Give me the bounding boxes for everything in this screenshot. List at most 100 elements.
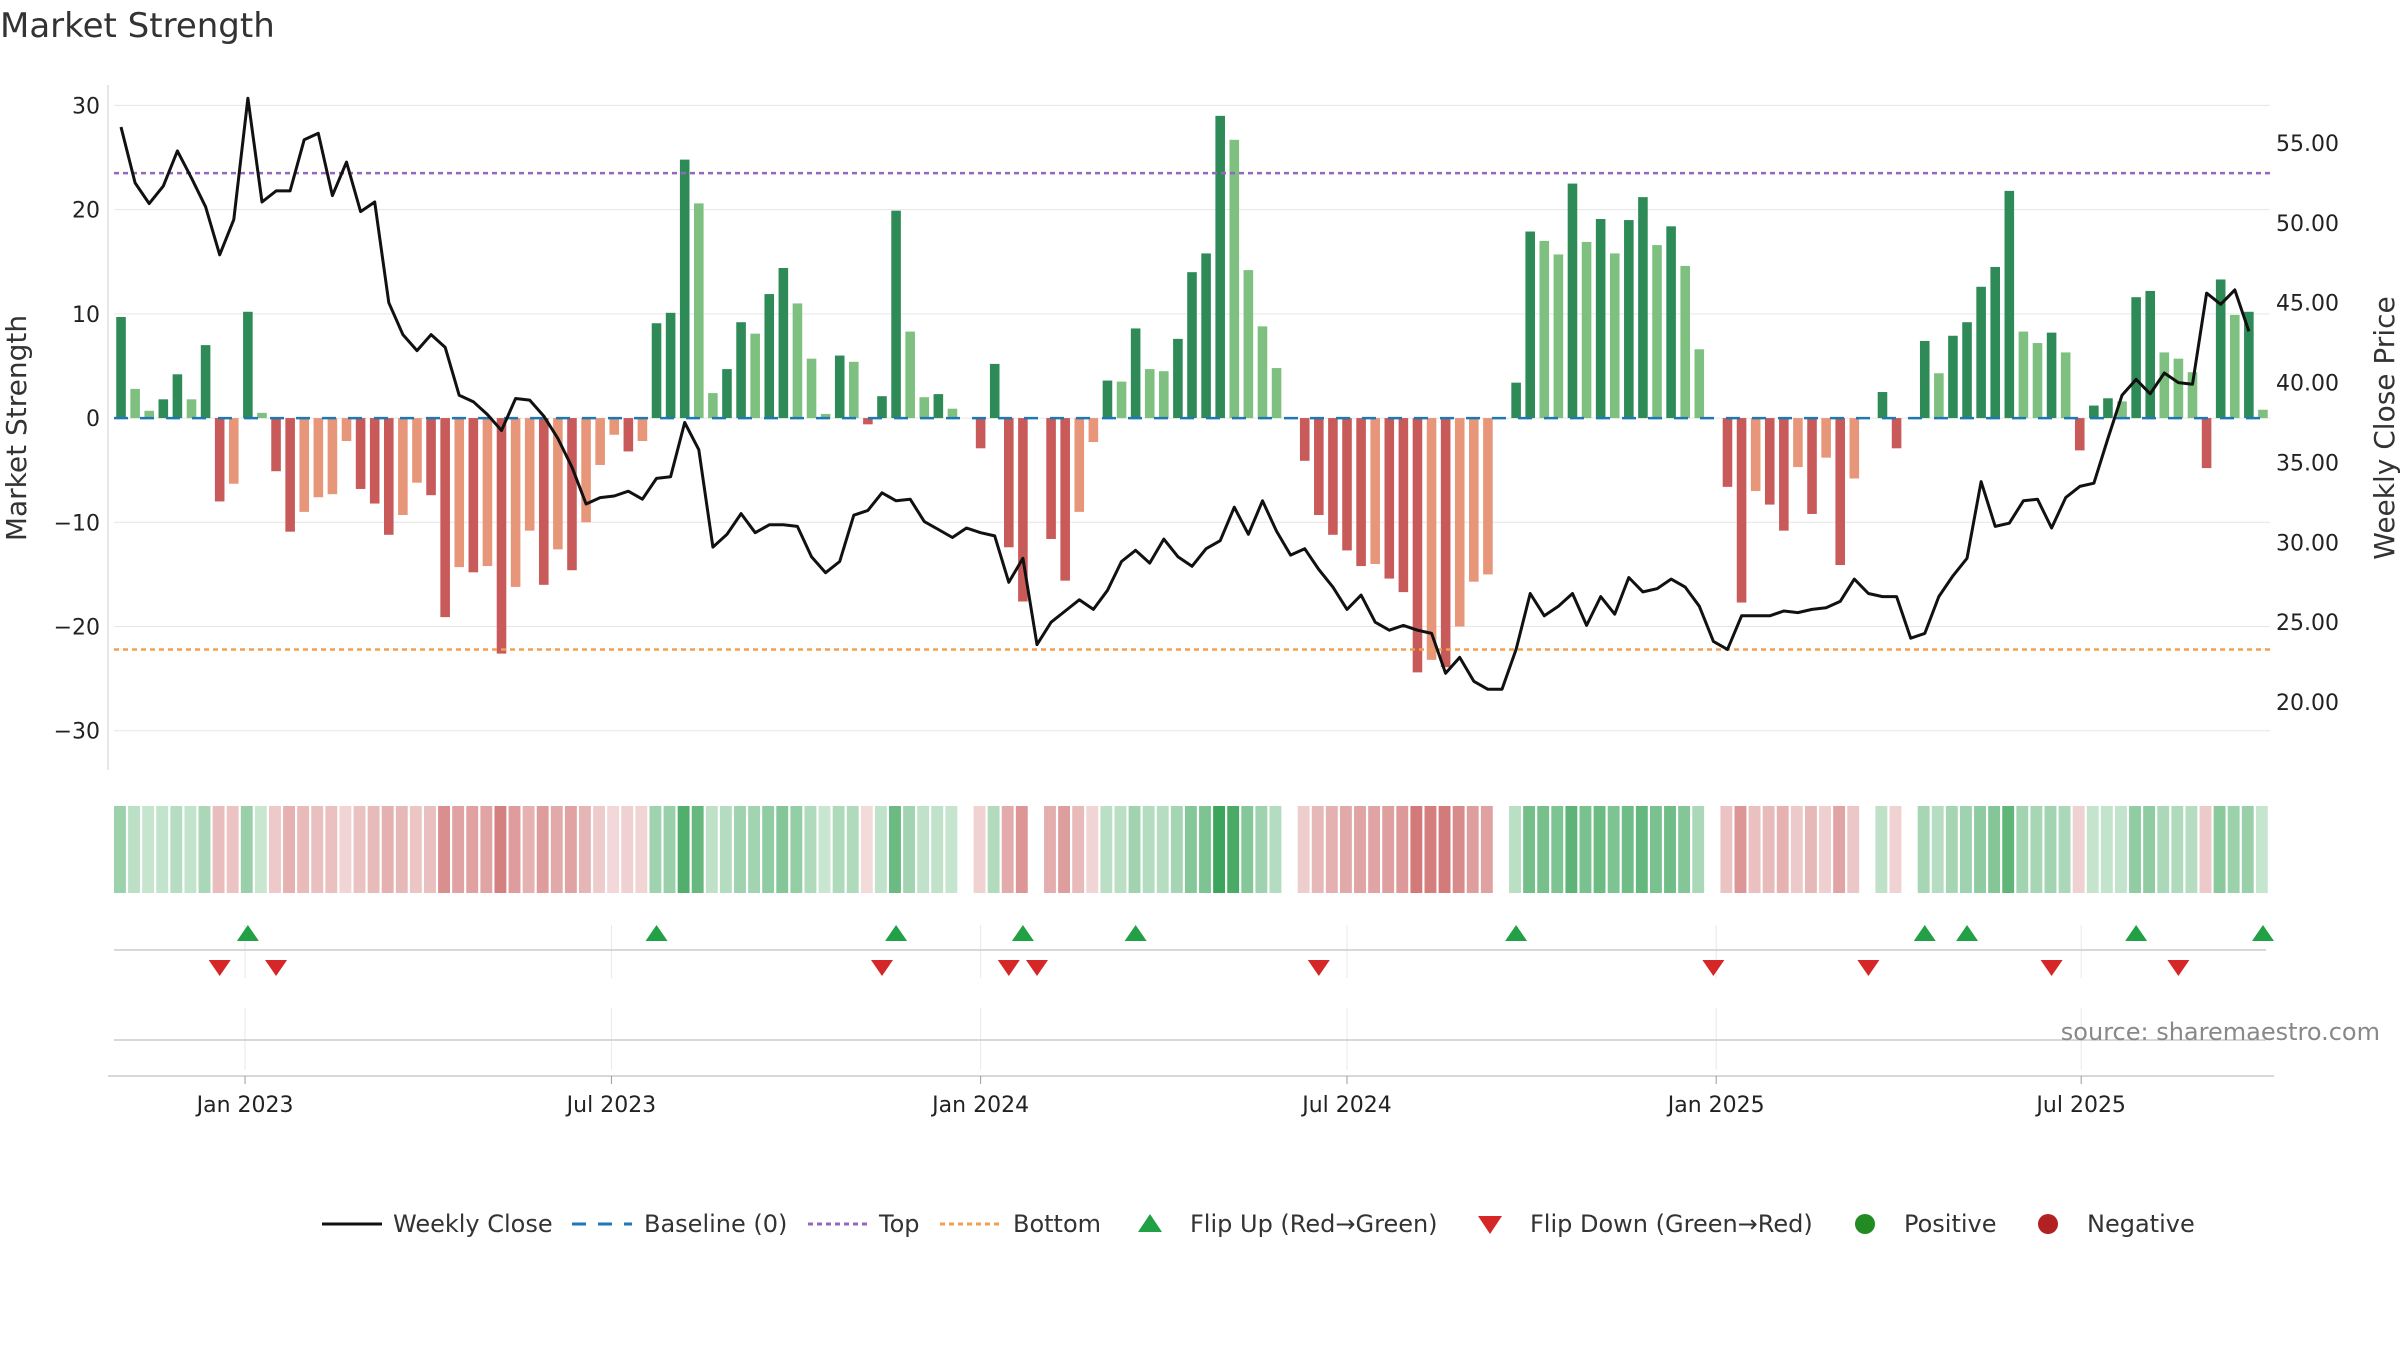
flip-up-marker bbox=[1505, 925, 1528, 941]
strength-bar bbox=[2103, 398, 2113, 419]
strength-bar bbox=[820, 413, 831, 419]
axes: 30 20 10 0 −10 −20 −30 55.00 50.00 45.00 40.00 35.0… bbox=[54, 85, 2339, 770]
strength-bar bbox=[1469, 418, 1479, 582]
heat-cell bbox=[1903, 806, 1916, 893]
strength-bar bbox=[989, 363, 1000, 419]
strength-bar bbox=[1722, 418, 1733, 487]
strength-bar bbox=[1229, 139, 1240, 419]
heat-cell bbox=[1269, 806, 1282, 893]
strength-bar bbox=[1539, 240, 1550, 419]
strength-bar bbox=[257, 412, 267, 419]
heat-cell bbox=[2143, 806, 2156, 893]
flip-down-marker bbox=[1702, 960, 1725, 976]
strength-bar bbox=[2018, 331, 2029, 419]
strength-bar bbox=[553, 418, 563, 550]
heat-cell bbox=[226, 806, 239, 893]
strength-bar bbox=[454, 418, 465, 568]
heat-cell bbox=[1213, 806, 1226, 893]
heat-cell bbox=[1438, 806, 1451, 893]
strength-bar bbox=[1891, 418, 1902, 449]
y2-tick-label: 40.00 bbox=[2276, 372, 2339, 397]
y-tick-label: −30 bbox=[54, 720, 100, 745]
heat-cell bbox=[1819, 806, 1831, 893]
strength-bar bbox=[2046, 332, 2057, 419]
heat-cell bbox=[311, 806, 324, 893]
legend-label: Bottom bbox=[1013, 1210, 1101, 1238]
heat-cell bbox=[1537, 806, 1550, 893]
strength-bar bbox=[285, 418, 295, 532]
heat-cell bbox=[1565, 806, 1578, 893]
flip-up-marker bbox=[2251, 925, 2274, 941]
heat-cell bbox=[184, 806, 197, 893]
heat-cell bbox=[2213, 806, 2226, 893]
y2-tick-label: 55.00 bbox=[2276, 132, 2339, 157]
flip-down-marker bbox=[1025, 960, 1048, 976]
heat-cell bbox=[1354, 806, 1366, 893]
strength-bar bbox=[1835, 418, 1846, 566]
x-tick-label: Jan 2023 bbox=[195, 1093, 294, 1118]
strength-bar bbox=[1173, 338, 1183, 419]
y-tick-label: 10 bbox=[72, 303, 100, 328]
strength-bar bbox=[1257, 326, 1268, 419]
strength-bar bbox=[736, 322, 746, 419]
heat-cell bbox=[1551, 806, 1564, 893]
heat-cell bbox=[649, 806, 662, 893]
heat-cell bbox=[1368, 806, 1381, 893]
strength-bar bbox=[1046, 418, 1056, 539]
heat-cell bbox=[128, 806, 140, 893]
strength-bar bbox=[722, 369, 732, 419]
strength-bar bbox=[144, 410, 155, 419]
heat-cell bbox=[1847, 806, 1860, 893]
flip-up-marker bbox=[236, 925, 259, 941]
legend-swatch-flip-down bbox=[1478, 1216, 1502, 1234]
heat-cell bbox=[2002, 806, 2015, 893]
strength-bar bbox=[778, 268, 789, 419]
strength-bar bbox=[172, 374, 183, 419]
heat-cell bbox=[579, 806, 591, 893]
flip-up-marker bbox=[2125, 925, 2148, 941]
legend-label: Flip Up (Red→Green) bbox=[1190, 1210, 1438, 1238]
flip-down-marker bbox=[2040, 960, 2063, 976]
legend-label: Positive bbox=[1904, 1210, 1997, 1238]
heat-cell bbox=[438, 806, 450, 893]
x-tick-label: Jan 2025 bbox=[1666, 1093, 1765, 1118]
strength-bar bbox=[2215, 279, 2226, 419]
heat-cell bbox=[1635, 806, 1648, 893]
strength-bar bbox=[750, 333, 760, 419]
strength-bar bbox=[116, 316, 126, 419]
strength-bar bbox=[1483, 418, 1493, 575]
strength-bar bbox=[2173, 358, 2184, 419]
heat-cell bbox=[466, 806, 479, 893]
heat-cell bbox=[1734, 806, 1747, 893]
heat-cell bbox=[1086, 806, 1099, 893]
heat-cell bbox=[1664, 806, 1676, 893]
heat-cell bbox=[1466, 806, 1479, 893]
y-tick-label: 30 bbox=[72, 94, 100, 119]
strength-bar bbox=[1384, 418, 1395, 579]
heat-cell bbox=[395, 806, 408, 893]
heat-cell bbox=[1494, 806, 1507, 893]
heat-cell bbox=[1762, 806, 1775, 893]
strength-bar bbox=[1764, 418, 1775, 505]
strength-bar bbox=[1976, 286, 1986, 419]
heat-cell bbox=[297, 806, 310, 893]
x-tick-label: Jan 2024 bbox=[930, 1093, 1029, 1118]
strength-bar bbox=[1314, 418, 1324, 516]
strength-bar bbox=[1652, 245, 1662, 419]
strength-bar bbox=[975, 418, 986, 449]
heat-cell bbox=[734, 806, 746, 893]
strength-bar bbox=[1130, 328, 1141, 419]
heat-cell bbox=[1706, 806, 1719, 893]
heat-cell bbox=[2114, 806, 2127, 893]
heat-cell bbox=[621, 806, 634, 893]
heat-cell bbox=[2185, 806, 2198, 893]
strength-bar bbox=[524, 418, 535, 531]
legend-label: Negative bbox=[2087, 1210, 2195, 1238]
strength-bar bbox=[214, 418, 225, 502]
y2-axis-title: Weekly Close Price bbox=[2368, 296, 2400, 559]
heat-cell bbox=[959, 806, 972, 893]
heat-cell bbox=[776, 806, 789, 893]
strength-bar bbox=[1680, 265, 1690, 419]
heat-cell bbox=[283, 806, 295, 893]
strength-bar bbox=[1736, 418, 1747, 603]
